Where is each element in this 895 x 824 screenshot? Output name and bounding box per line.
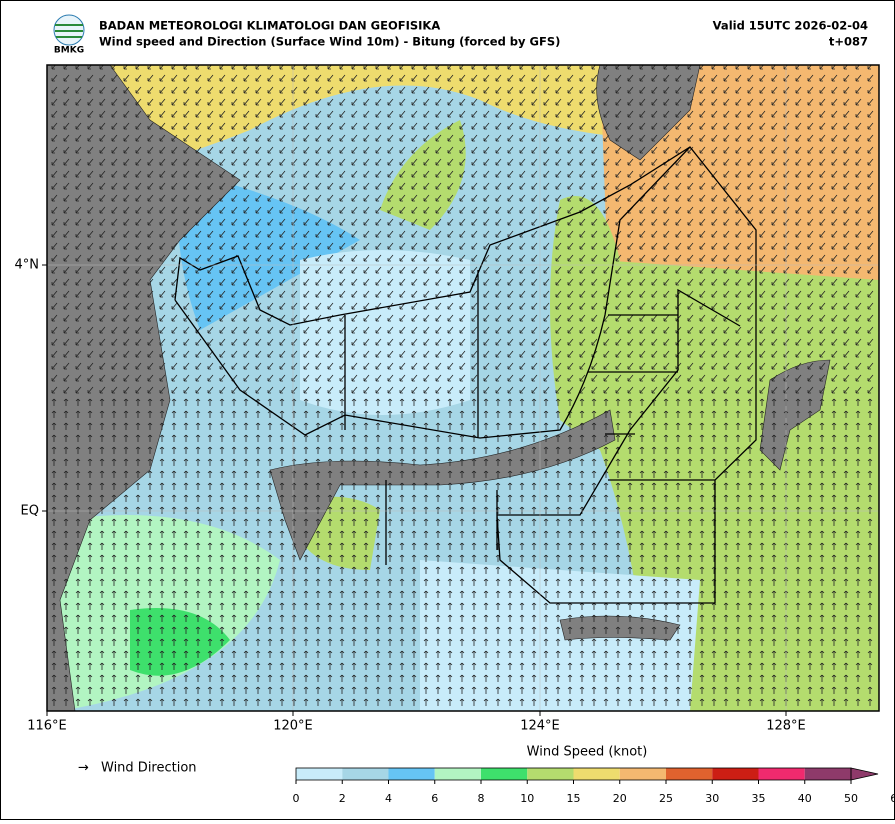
colorbar-bin bbox=[805, 768, 851, 780]
colorbar-tick-label: 8 bbox=[478, 792, 485, 805]
colorbar-tick-label: 25 bbox=[659, 792, 673, 805]
y-tick-label: 4°N bbox=[15, 258, 40, 273]
colorbar-bin bbox=[527, 768, 573, 780]
colorbar-bin bbox=[759, 768, 805, 780]
colorbar-tick-label: 6 bbox=[431, 792, 438, 805]
colorbar-bin bbox=[389, 768, 435, 780]
colorbar-bin bbox=[342, 768, 388, 780]
colorbar-bin bbox=[666, 768, 712, 780]
colorbar-tick-label: 10 bbox=[520, 792, 534, 805]
colorbar-tick-label: 0 bbox=[293, 792, 300, 805]
lead-time: t+087 bbox=[829, 35, 868, 49]
colorbar-tick-label: 30 bbox=[705, 792, 719, 805]
legend-arrow: → bbox=[78, 761, 89, 776]
wind-arrows bbox=[47, 65, 879, 395]
valid-time: Valid 15UTC 2026-02-04 bbox=[713, 19, 868, 33]
colorbar-bin bbox=[712, 768, 758, 780]
x-tick-label: 116°E bbox=[27, 719, 67, 734]
x-tick-label: 128°E bbox=[766, 719, 806, 734]
colorbar-title: Wind Speed (knot) bbox=[527, 745, 648, 760]
colorbar-bin bbox=[435, 768, 481, 780]
colorbar-tick-label: 40 bbox=[798, 792, 812, 805]
colorbar-bin bbox=[296, 768, 342, 780]
x-tick-label: 124°E bbox=[520, 719, 560, 734]
colorbar-tick-label: 35 bbox=[752, 792, 766, 805]
colorbar-bin bbox=[574, 768, 620, 780]
legend-label: Wind Direction bbox=[101, 761, 197, 776]
colorbar-tick-label: 50 bbox=[844, 792, 858, 805]
colorbar-tick-label: 15 bbox=[567, 792, 581, 805]
colorbar-tick-label: 2 bbox=[339, 792, 346, 805]
colorbar-bin bbox=[620, 768, 666, 780]
colorbar-bin bbox=[481, 768, 527, 780]
logo-icon bbox=[54, 15, 84, 45]
map bbox=[47, 65, 879, 711]
colorbar-tick-label: 4 bbox=[385, 792, 392, 805]
colorbar-tick-label: 20 bbox=[613, 792, 627, 805]
subtitle: Wind speed and Direction (Surface Wind 1… bbox=[99, 35, 560, 49]
x-tick-label: 120°E bbox=[273, 719, 313, 734]
colorbar-tick-label: 60 bbox=[890, 792, 895, 805]
agency: BADAN METEOROLOGI KLIMATOLOGI DAN GEOFIS… bbox=[99, 19, 440, 33]
logo-text: BMKG bbox=[54, 46, 84, 56]
y-tick-label: EQ bbox=[21, 504, 39, 519]
